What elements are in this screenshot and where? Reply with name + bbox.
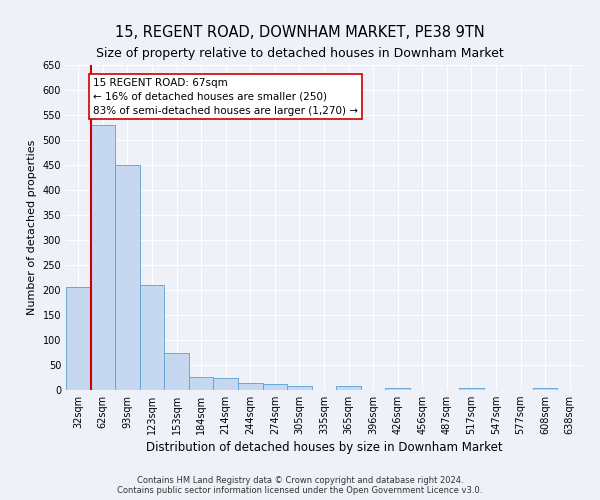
Bar (238, 383, 263, 390)
Bar (140, 285, 164, 390)
Bar (115, 165, 140, 390)
Bar (287, 386, 312, 390)
Bar (66, 286, 91, 390)
X-axis label: Distribution of detached houses by size in Downham Market: Distribution of detached houses by size … (146, 442, 502, 454)
Bar (263, 384, 287, 390)
Text: 15 REGENT ROAD: 67sqm
← 16% of detached houses are smaller (250)
83% of semi-det: 15 REGENT ROAD: 67sqm ← 16% of detached … (93, 78, 358, 116)
Bar (214, 378, 238, 390)
Bar (164, 352, 189, 390)
Bar (533, 388, 557, 390)
Bar (459, 388, 484, 390)
Y-axis label: Number of detached properties: Number of detached properties (27, 140, 37, 315)
Text: Contains HM Land Registry data © Crown copyright and database right 2024.
Contai: Contains HM Land Registry data © Crown c… (118, 476, 482, 495)
Bar (189, 376, 214, 390)
Bar (385, 388, 410, 390)
Bar (336, 386, 361, 390)
Text: Size of property relative to detached houses in Downham Market: Size of property relative to detached ho… (96, 48, 504, 60)
Text: 15, REGENT ROAD, DOWNHAM MARKET, PE38 9TN: 15, REGENT ROAD, DOWNHAM MARKET, PE38 9T… (115, 25, 485, 40)
Bar (91, 125, 115, 390)
